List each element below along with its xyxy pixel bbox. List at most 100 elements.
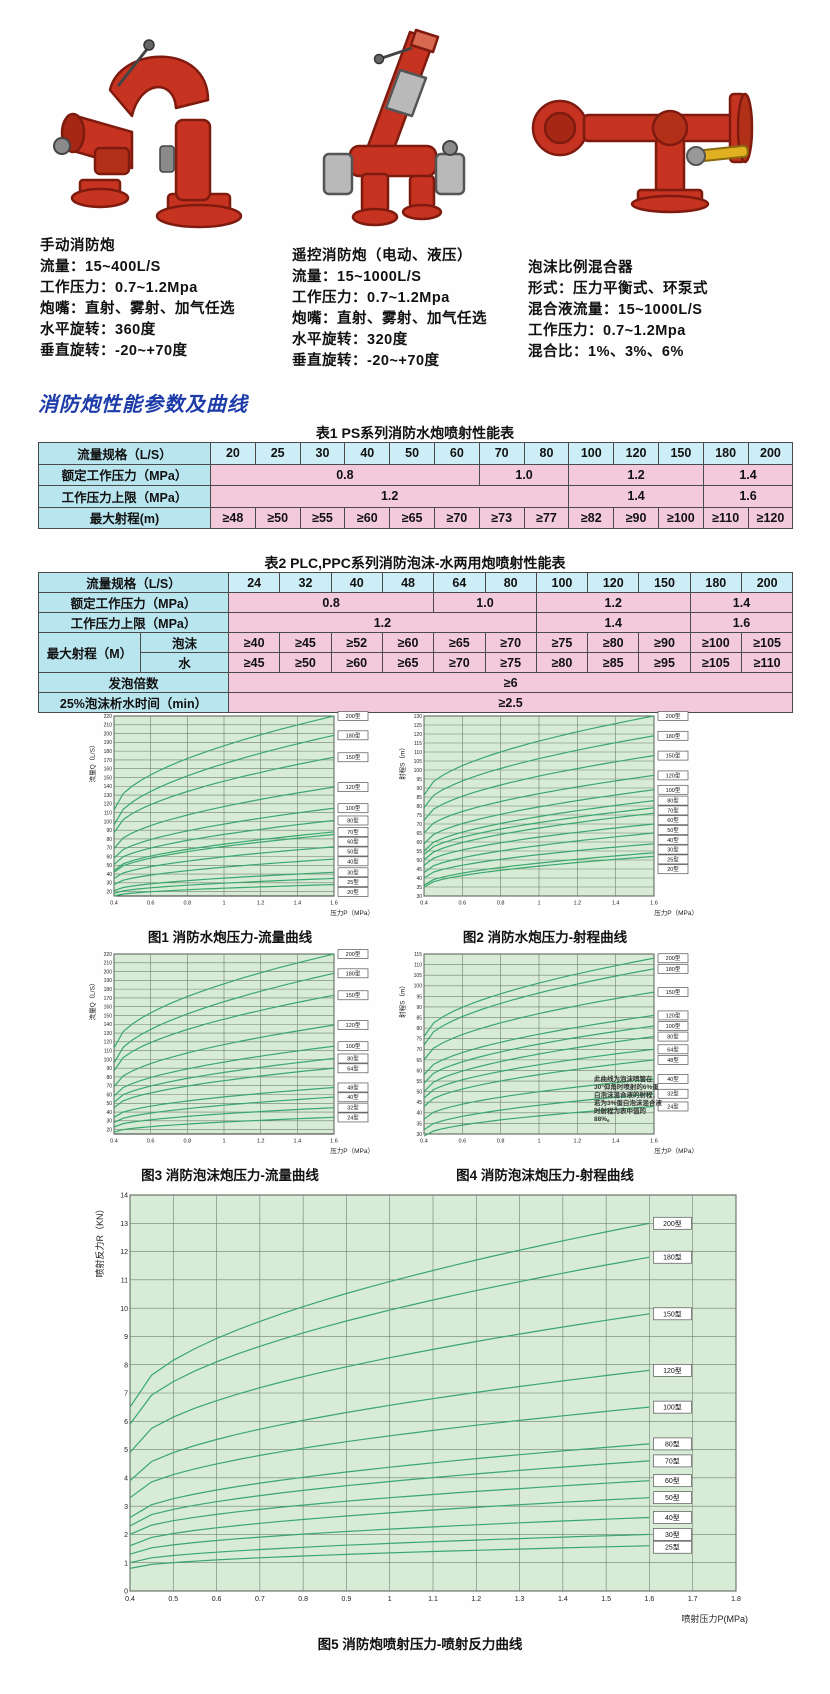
svg-text:140: 140 xyxy=(104,1022,113,1028)
table-cell: ≥120 xyxy=(747,506,794,529)
product-spec-line: 水平旋转：360度 xyxy=(40,322,156,338)
table-cell: 32 xyxy=(279,572,332,593)
svg-text:64型: 64型 xyxy=(347,1064,359,1072)
performance-table: 流量规格（L/S） 24 32 40 48 64 80 100 120 150 180 200 额定工作… xyxy=(37,572,794,713)
svg-text:0.8: 0.8 xyxy=(184,1139,192,1145)
figure-4-note: 此曲线为泡沫喷管在30°仰角时喷射的6%蛋白泡沫混合液的射程，若为3%蛋白泡沫混… xyxy=(594,1076,662,1123)
svg-text:150型: 150型 xyxy=(346,991,361,999)
svg-text:70: 70 xyxy=(416,822,422,828)
product-name: 泡沫比例混合器 xyxy=(528,260,633,276)
svg-text:100型: 100型 xyxy=(666,1022,681,1030)
svg-text:30型: 30型 xyxy=(667,846,679,854)
manual-monitor-illustration xyxy=(53,39,243,229)
table2: 流量规格（L/S） 24 32 40 48 64 80 100 120 150 180 200 额定工作… xyxy=(37,572,794,713)
table-cell: ≥6 xyxy=(228,672,794,693)
table-cell: ≥80 xyxy=(587,632,640,653)
svg-text:180型: 180型 xyxy=(663,1253,682,1262)
figure-2-block: 30 35 40 45 50 55 60 65 70 75 80 85 90 95 100 105 110 115… xyxy=(390,710,700,946)
svg-text:60: 60 xyxy=(106,1092,112,1098)
svg-text:喷射反力R（KN）: 喷射反力R（KN） xyxy=(94,1204,105,1277)
table-cell: ≥105 xyxy=(740,632,794,653)
svg-text:70: 70 xyxy=(416,1047,422,1053)
table-cell: ≥90 xyxy=(638,632,691,653)
table-cell: ≥73 xyxy=(478,506,525,529)
svg-text:压力P（MPa）: 压力P（MPa） xyxy=(654,908,698,917)
svg-text:40型: 40型 xyxy=(667,1075,679,1083)
svg-text:130: 130 xyxy=(104,1031,113,1037)
table-cell: ≥48 xyxy=(210,506,256,529)
svg-text:6: 6 xyxy=(124,1419,128,1426)
table-cell: ≥95 xyxy=(638,652,691,673)
svg-text:100: 100 xyxy=(104,1057,113,1063)
svg-text:95: 95 xyxy=(416,994,422,1000)
svg-text:150型: 150型 xyxy=(666,752,681,760)
svg-text:32型: 32型 xyxy=(347,1104,359,1112)
svg-text:0.6: 0.6 xyxy=(147,901,155,907)
svg-text:150: 150 xyxy=(104,1013,113,1019)
product-spec-line: 水平旋转：320度 xyxy=(292,332,408,348)
svg-text:220: 220 xyxy=(104,952,113,958)
table-cell: 1.4 xyxy=(535,612,691,633)
svg-text:50: 50 xyxy=(416,1090,422,1096)
table-cell: 水 xyxy=(139,652,230,673)
foam-proportioner-illustration xyxy=(531,92,754,214)
product-image-remote-monitor xyxy=(292,28,544,246)
table-cell: 流量规格（L/S） xyxy=(38,442,211,465)
table-cell: ≥82 xyxy=(568,506,615,529)
svg-text:0.8: 0.8 xyxy=(497,1139,505,1145)
svg-text:100: 100 xyxy=(414,768,423,774)
svg-text:0.4: 0.4 xyxy=(420,901,428,907)
svg-text:24型: 24型 xyxy=(667,1102,679,1110)
svg-text:1.4: 1.4 xyxy=(558,1596,568,1603)
table2-title: 表2 PLC,PPC系列消防泡沫-水两用炮喷射性能表 xyxy=(264,555,566,571)
svg-text:100型: 100型 xyxy=(346,1042,361,1050)
product-name: 遥控消防炮（电动、液压） xyxy=(292,248,472,264)
product-image-foam-proportioner xyxy=(528,28,796,258)
svg-text:40型: 40型 xyxy=(347,1093,359,1101)
svg-text:1: 1 xyxy=(222,901,225,907)
product-spec-line: 流量：15~400L/S xyxy=(40,259,161,275)
svg-text:180: 180 xyxy=(104,749,113,755)
svg-text:3: 3 xyxy=(124,1504,128,1511)
table-cell: ≥100 xyxy=(657,506,704,529)
table-cell: ≥60 xyxy=(330,652,383,673)
table-cell: 流量规格（L/S） xyxy=(37,572,230,593)
svg-text:80: 80 xyxy=(416,804,422,810)
svg-text:70: 70 xyxy=(106,1084,112,1090)
svg-text:1.6: 1.6 xyxy=(650,901,658,907)
svg-text:射程S（m）: 射程S（m） xyxy=(398,982,407,1018)
table-cell: ≥60 xyxy=(381,632,435,653)
product-spec-list: 流量：15~1000L/S 工作压力：0.7~1.2Mpa 炮嘴：直射、雾射、加气任… xyxy=(292,267,544,372)
svg-text:1.6: 1.6 xyxy=(650,1139,658,1145)
svg-text:170: 170 xyxy=(104,996,113,1002)
table-cell: 180 xyxy=(702,442,749,465)
performance-table: 流量规格（L/S） 20 25 30 40 50 60 70 80 100 120 150 180 200… xyxy=(38,442,794,529)
svg-text:90: 90 xyxy=(416,786,422,792)
svg-text:20型: 20型 xyxy=(667,865,679,873)
svg-text:喷射压力P(MPa): 喷射压力P(MPa) xyxy=(681,1613,748,1624)
svg-text:160: 160 xyxy=(104,767,113,773)
table-cell: 最大射程（M） xyxy=(38,632,141,673)
svg-text:105: 105 xyxy=(414,759,423,765)
svg-text:30型: 30型 xyxy=(347,868,359,876)
svg-text:80型: 80型 xyxy=(667,1033,679,1041)
table-cell: ≥52 xyxy=(330,632,383,653)
svg-text:105: 105 xyxy=(414,973,423,979)
svg-text:0.4: 0.4 xyxy=(420,1139,428,1145)
table-cell: ≥40 xyxy=(228,632,281,653)
svg-text:1.3: 1.3 xyxy=(515,1596,525,1603)
table-cell: 额定工作压力（MPa） xyxy=(38,463,211,486)
table-cell: ≥70 xyxy=(433,652,486,673)
table-cell: ≥70 xyxy=(433,506,480,529)
table-cell: 150 xyxy=(657,442,704,465)
svg-text:压力P（MPa）: 压力P（MPa） xyxy=(330,1146,374,1155)
svg-text:0.8: 0.8 xyxy=(497,901,505,907)
svg-text:压力P（MPa）: 压力P（MPa） xyxy=(654,1146,698,1155)
svg-text:1.2: 1.2 xyxy=(257,901,265,907)
svg-text:1: 1 xyxy=(124,1560,128,1567)
svg-text:200型: 200型 xyxy=(666,954,681,962)
svg-text:120型: 120型 xyxy=(666,771,681,779)
svg-text:0.4: 0.4 xyxy=(110,1139,118,1145)
